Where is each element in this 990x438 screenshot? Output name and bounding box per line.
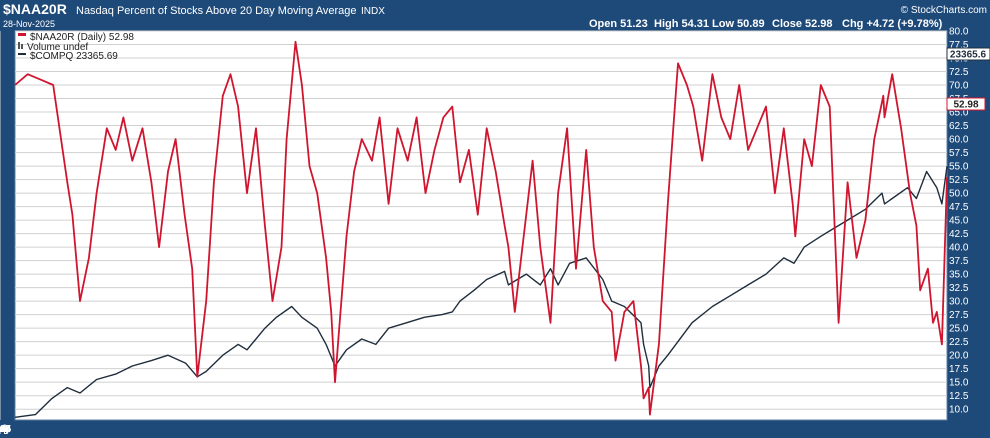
- x-tick-label: 2025: [0, 424, 12, 435]
- y-tick-label: 60.0: [949, 135, 969, 146]
- x-tick-label: Aug: [0, 424, 9, 435]
- x-axis: Dec2024FebMarAprMayJunJulAugSepOctNovDec…: [0, 424, 12, 435]
- naa20r-tag-box: [946, 97, 986, 111]
- x-tick-label: Aug: [0, 424, 9, 435]
- volume-icon-bar: [21, 44, 23, 49]
- x-tick-label: May: [0, 424, 9, 435]
- y-tick-label: 22.5: [949, 337, 969, 348]
- legend-compq-swatch: [18, 53, 26, 55]
- y-tick-label: 47.5: [949, 202, 969, 213]
- y-tick-label: 42.5: [949, 229, 969, 240]
- x-tick-label: Feb: [0, 424, 9, 435]
- compq-last-value: 23365.6: [950, 50, 987, 61]
- y-tick-label: 30.0: [949, 297, 969, 308]
- y-tick-label: 72.5: [949, 67, 969, 78]
- y-tick-label: 35.0: [949, 270, 969, 281]
- x-tick-label: Nov: [0, 424, 9, 435]
- legend: $NAA20R (Daily) 52.98 Volume undef $COMP…: [18, 32, 134, 62]
- x-tick-label: Jun: [0, 424, 8, 435]
- y-tick-label: 65.0: [949, 108, 969, 119]
- y-tick-label: 32.5: [949, 283, 969, 294]
- x-tick-label: Jul: [0, 424, 6, 435]
- y-tick-label: 80.0: [949, 27, 969, 38]
- x-tick-label: Dec: [0, 424, 9, 435]
- symbol-description: Nasdaq Percent of Stocks Above 20 Day Mo…: [76, 5, 356, 17]
- y-tick-label: 62.5: [949, 121, 969, 132]
- y-tick-label: 77.5: [949, 40, 969, 51]
- y-tick-label: 17.5: [949, 364, 969, 375]
- legend-volume: Volume undef: [27, 42, 88, 53]
- y-axis: 10.0 12.5 15.0 17.5 20.0 22.5 25.0 27.5 30.0 32.5…: [949, 27, 969, 416]
- watermark: © StockCharts.com: [901, 5, 987, 16]
- y-tick-label: 57.5: [949, 148, 969, 159]
- x-tick-label: Mar: [0, 424, 9, 435]
- y-tick-label: 37.5: [949, 256, 969, 267]
- x-tick-label: Nov: [0, 424, 9, 435]
- y-tick-label: 15.0: [949, 378, 969, 389]
- volume-icon: [18, 42, 20, 49]
- exchange-label: INDX: [361, 6, 385, 17]
- y-tick-label: 20.0: [949, 351, 969, 362]
- y-tick-label: 25.0: [949, 324, 969, 335]
- symbol-title: $NAA20R: [3, 1, 67, 17]
- change-value: Chg +4.72 (+9.78%): [842, 18, 943, 30]
- y-tick-label: 52.5: [949, 175, 969, 186]
- x-tick-label: Oct: [0, 424, 8, 435]
- compq-tag-box: [946, 47, 990, 61]
- y-tick-label: 40.0: [949, 243, 969, 254]
- x-tick-label: Feb: [0, 424, 9, 435]
- x-tick-label: May: [0, 424, 9, 435]
- legend-compq: $COMPQ 23365.69: [30, 51, 118, 62]
- y-tick-label: 70.0: [949, 81, 969, 92]
- y-tick-label: 45.0: [949, 216, 969, 227]
- close-value: Close 52.98: [772, 18, 833, 30]
- compq-line: [14, 166, 948, 418]
- x-tick-label: Apr: [0, 424, 8, 435]
- x-tick-label: Dec: [0, 424, 9, 435]
- last-value-naa20r-tag: 52.98: [946, 97, 986, 111]
- x-tick-label: 2024: [0, 424, 12, 435]
- naa20r-last-value: 52.98: [953, 100, 978, 111]
- x-tick-label: Oct: [0, 424, 8, 435]
- legend-naa20r: $NAA20R (Daily) 52.98: [30, 32, 134, 43]
- x-tick-label: Sep: [0, 424, 9, 435]
- series-layer: [14, 40, 948, 418]
- open-value: Open 51.23: [589, 18, 648, 30]
- grid: [0, 30, 947, 420]
- x-tick-label: Sep: [0, 424, 9, 435]
- y-tick-label: 50.0: [949, 189, 969, 200]
- y-tick-label: 27.5: [949, 310, 969, 321]
- chart-date: 28-Nov-2025: [3, 19, 55, 29]
- y-tick-label: 55.0: [949, 162, 969, 173]
- y-tick-label: 10.0: [949, 405, 969, 416]
- last-value-compq-tag: 23365.6: [946, 47, 990, 61]
- y-tick-label: 12.5: [949, 391, 969, 402]
- x-tick-label: Mar: [0, 424, 9, 435]
- x-tick-label: Jul: [0, 424, 6, 435]
- plot-area: [14, 30, 948, 421]
- x-tick-label: Jun: [0, 424, 8, 435]
- low-value: Low 50.89: [712, 18, 765, 30]
- high-value: High 54.31: [654, 18, 709, 30]
- x-tick-label: Apr: [0, 424, 8, 435]
- naa20r-line: [14, 40, 948, 416]
- legend-naa20r-swatch: [18, 33, 26, 36]
